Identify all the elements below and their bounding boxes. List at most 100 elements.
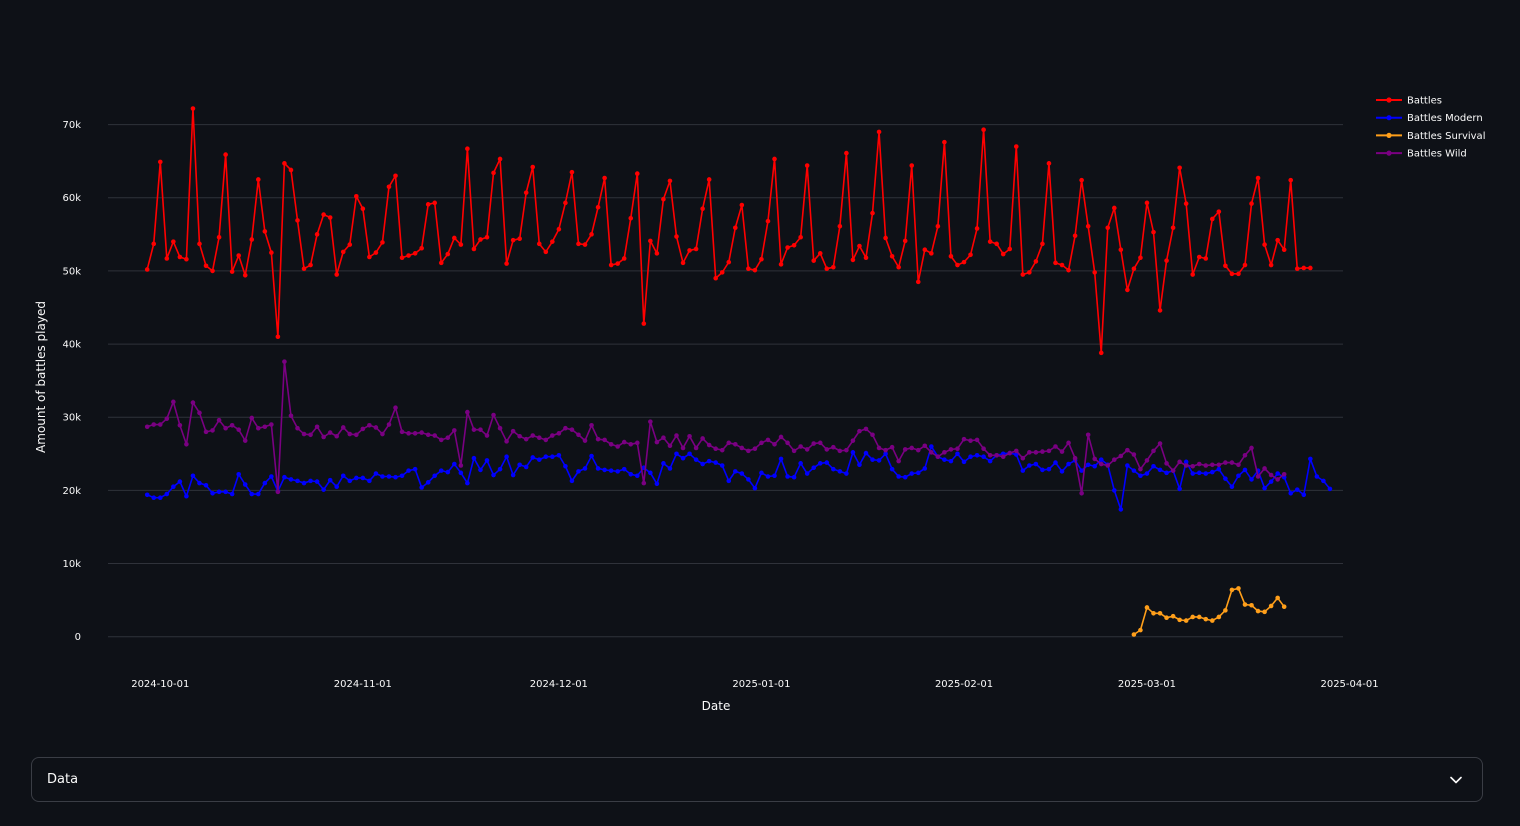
- data-point[interactable]: [543, 249, 549, 255]
- data-point[interactable]: [1262, 466, 1267, 471]
- data-point[interactable]: [282, 161, 287, 166]
- data-point[interactable]: [1151, 229, 1156, 235]
- data-point[interactable]: [203, 429, 209, 435]
- data-point[interactable]: [817, 251, 823, 256]
- data-point[interactable]: [386, 474, 392, 479]
- data-point[interactable]: [157, 422, 163, 427]
- data-point[interactable]: [1223, 476, 1228, 481]
- data-point[interactable]: [693, 445, 699, 451]
- data-point[interactable]: [471, 427, 477, 432]
- data-point[interactable]: [915, 447, 921, 453]
- data-point[interactable]: [157, 495, 163, 501]
- data-point[interactable]: [569, 169, 575, 175]
- data-point[interactable]: [452, 428, 457, 433]
- data-point[interactable]: [1190, 272, 1196, 277]
- data-point[interactable]: [1164, 470, 1169, 476]
- data-point[interactable]: [550, 454, 555, 460]
- data-point[interactable]: [1144, 471, 1150, 476]
- data-point[interactable]: [1210, 462, 1215, 468]
- data-point[interactable]: [530, 433, 536, 438]
- data-point[interactable]: [674, 433, 679, 438]
- data-point[interactable]: [1157, 467, 1163, 473]
- data-point[interactable]: [1190, 463, 1196, 469]
- data-point[interactable]: [203, 482, 209, 488]
- data-point[interactable]: [582, 242, 588, 247]
- data-point[interactable]: [1249, 445, 1254, 451]
- data-point[interactable]: [354, 475, 359, 481]
- data-point[interactable]: [1027, 450, 1032, 455]
- data-point[interactable]: [726, 259, 732, 265]
- data-point[interactable]: [1157, 611, 1163, 616]
- data-point[interactable]: [563, 463, 568, 469]
- data-point[interactable]: [386, 184, 392, 190]
- data-point[interactable]: [210, 268, 215, 274]
- data-point[interactable]: [1229, 460, 1235, 465]
- data-point[interactable]: [595, 204, 601, 210]
- data-point[interactable]: [1013, 452, 1019, 457]
- data-point[interactable]: [706, 442, 712, 448]
- data-point[interactable]: [713, 446, 718, 451]
- data-point[interactable]: [667, 443, 673, 449]
- data-point[interactable]: [1294, 487, 1300, 492]
- data-point[interactable]: [1053, 444, 1058, 449]
- data-point[interactable]: [1085, 223, 1091, 229]
- data-point[interactable]: [889, 444, 895, 450]
- data-point[interactable]: [602, 467, 607, 473]
- data-point[interactable]: [1013, 448, 1019, 454]
- data-point[interactable]: [393, 405, 398, 411]
- data-point[interactable]: [236, 427, 241, 432]
- data-point[interactable]: [915, 470, 921, 476]
- data-point[interactable]: [216, 234, 222, 240]
- data-point[interactable]: [628, 442, 634, 447]
- data-point[interactable]: [171, 239, 176, 244]
- data-point[interactable]: [1131, 468, 1137, 473]
- data-point[interactable]: [1190, 471, 1196, 476]
- data-point[interactable]: [321, 487, 326, 492]
- data-point[interactable]: [190, 473, 196, 479]
- data-point[interactable]: [739, 471, 745, 476]
- data-point[interactable]: [752, 485, 758, 491]
- data-point[interactable]: [955, 262, 960, 268]
- data-point[interactable]: [1190, 614, 1196, 620]
- data-point[interactable]: [399, 473, 405, 479]
- data-point[interactable]: [687, 451, 692, 457]
- data-point[interactable]: [700, 206, 705, 212]
- data-point[interactable]: [229, 491, 235, 497]
- data-point[interactable]: [863, 426, 869, 432]
- data-point[interactable]: [556, 452, 562, 458]
- data-point[interactable]: [804, 471, 810, 476]
- data-point[interactable]: [340, 425, 346, 430]
- data-point[interactable]: [1125, 287, 1130, 293]
- data-point[interactable]: [497, 425, 503, 431]
- data-point[interactable]: [589, 453, 594, 459]
- data-point[interactable]: [269, 474, 274, 479]
- data-point[interactable]: [510, 472, 516, 478]
- data-point[interactable]: [1275, 237, 1280, 243]
- data-point[interactable]: [197, 410, 202, 416]
- data-point[interactable]: [1196, 614, 1202, 620]
- data-point[interactable]: [1105, 463, 1111, 468]
- data-point[interactable]: [955, 451, 960, 457]
- data-point[interactable]: [1085, 432, 1091, 438]
- data-point[interactable]: [667, 466, 673, 471]
- data-point[interactable]: [746, 266, 751, 272]
- data-point[interactable]: [785, 245, 790, 250]
- data-point[interactable]: [961, 259, 967, 265]
- data-point[interactable]: [419, 485, 424, 490]
- data-point[interactable]: [517, 236, 522, 242]
- data-point[interactable]: [438, 468, 444, 473]
- data-point[interactable]: [1118, 247, 1124, 252]
- data-point[interactable]: [595, 466, 601, 471]
- data-point[interactable]: [301, 480, 307, 486]
- data-point[interactable]: [1079, 468, 1084, 473]
- data-point[interactable]: [308, 478, 313, 484]
- data-point[interactable]: [759, 470, 764, 476]
- data-point[interactable]: [680, 445, 686, 451]
- data-point[interactable]: [210, 491, 215, 496]
- data-point[interactable]: [334, 272, 340, 277]
- data-point[interactable]: [1236, 462, 1241, 468]
- data-point[interactable]: [1177, 165, 1182, 171]
- data-point[interactable]: [1314, 474, 1320, 479]
- data-point[interactable]: [929, 251, 934, 256]
- data-point[interactable]: [661, 196, 666, 202]
